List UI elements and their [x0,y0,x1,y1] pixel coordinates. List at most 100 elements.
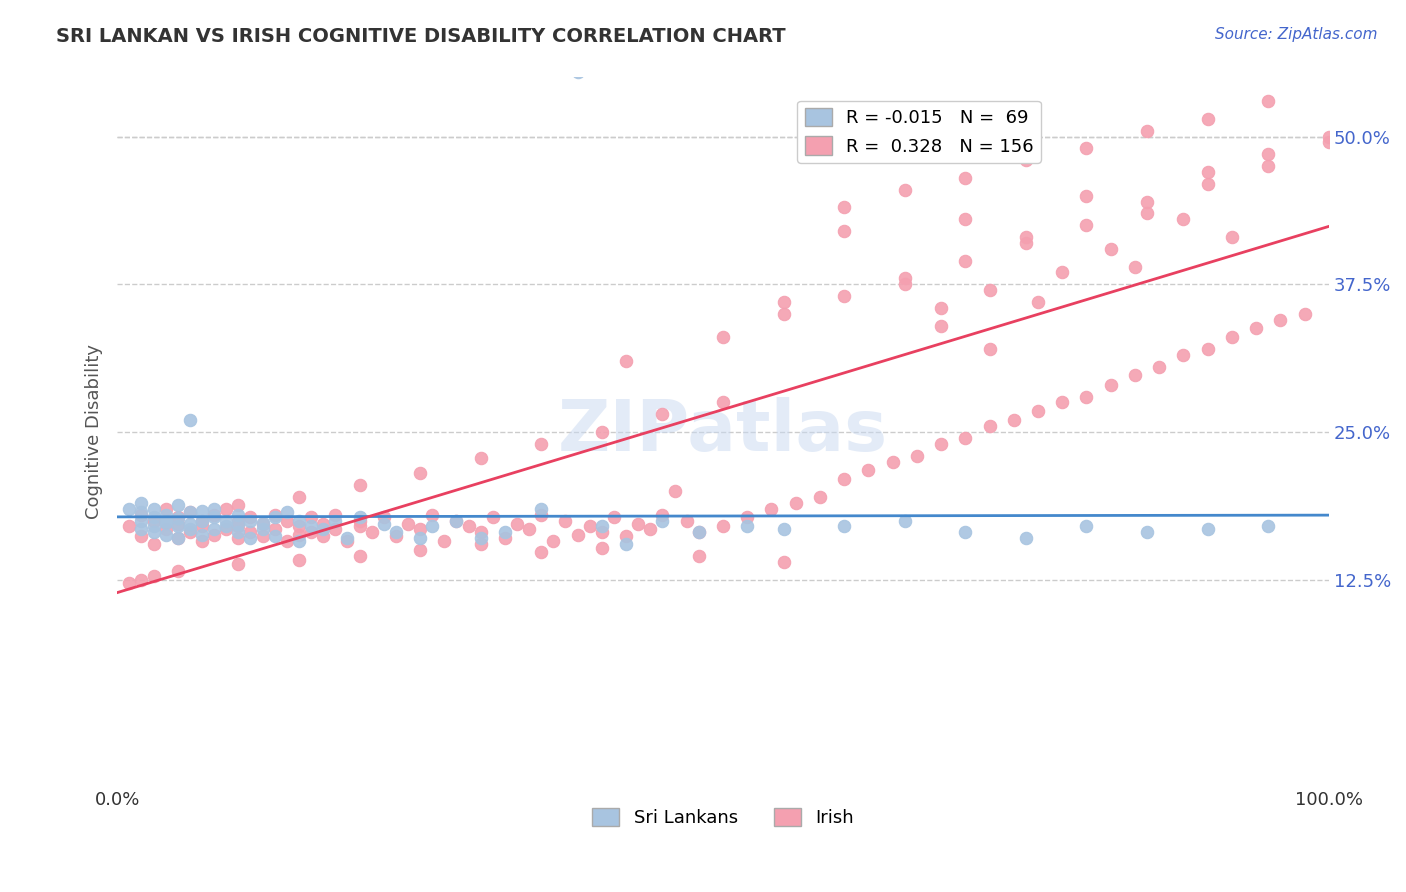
Point [373,517,395,532]
Point [179,522,201,536]
Point [228,498,250,512]
Point [155,514,177,528]
Point [929,437,952,451]
Point [1197,165,1219,179]
Point [446,514,468,528]
Point [1317,136,1340,150]
Point [118,501,141,516]
Point [979,419,1001,434]
Point [288,552,311,566]
Point [664,484,686,499]
Point [688,525,710,540]
Point [179,505,201,519]
Point [215,522,238,536]
Point [191,519,214,533]
Point [772,522,794,536]
Point [239,514,262,528]
Text: SRI LANKAN VS IRISH COGNITIVE DISABILITY CORRELATION CHART: SRI LANKAN VS IRISH COGNITIVE DISABILITY… [56,27,786,45]
Point [1220,230,1243,244]
Point [640,522,662,536]
Point [929,318,952,333]
Point [470,531,492,545]
Point [832,201,855,215]
Point [808,490,831,504]
Point [1197,343,1219,357]
Point [651,514,673,528]
Point [905,449,928,463]
Point [893,277,915,292]
Point [433,533,456,548]
Point [336,533,359,548]
Point [1123,368,1146,383]
Point [1076,519,1098,533]
Point [202,528,225,542]
Point [979,343,1001,357]
Point [494,531,516,545]
Point [155,522,177,536]
Point [1136,206,1159,220]
Point [1197,112,1219,126]
Point [276,505,298,519]
Point [1015,235,1038,250]
Point [215,514,238,528]
Point [1257,519,1279,533]
Point [1015,230,1038,244]
Point [179,505,201,519]
Point [166,519,188,533]
Point [470,525,492,540]
Point [191,514,214,528]
Point [263,508,285,522]
Point [166,531,188,545]
Point [373,510,395,524]
Point [349,514,371,528]
Point [228,519,250,533]
Point [711,330,734,344]
Point [1099,242,1122,256]
Point [785,496,807,510]
Point [614,537,637,551]
Point [530,508,553,522]
Point [215,501,238,516]
Point [711,395,734,409]
Point [627,517,650,532]
Point [591,541,613,555]
Point [1270,312,1292,326]
Point [228,525,250,540]
Point [929,301,952,315]
Point [955,212,977,227]
Point [893,183,915,197]
Point [772,295,794,310]
Point [688,525,710,540]
Point [118,576,141,591]
Point [323,508,346,522]
Point [675,514,697,528]
Point [191,504,214,518]
Point [506,517,529,532]
Point [772,307,794,321]
Point [1257,94,1279,108]
Point [603,510,626,524]
Point [131,529,153,543]
Point [1257,147,1279,161]
Point [131,573,153,587]
Point [1050,395,1073,409]
Point [979,283,1001,297]
Point [591,425,613,439]
Point [179,413,201,427]
Point [276,514,298,528]
Point [288,519,311,533]
Point [142,514,165,528]
Point [1076,390,1098,404]
Text: Source: ZipAtlas.com: Source: ZipAtlas.com [1215,27,1378,42]
Point [420,519,443,533]
Point [446,514,468,528]
Point [955,431,977,445]
Point [252,516,274,530]
Point [228,508,250,522]
Point [420,508,443,522]
Point [349,519,371,533]
Point [470,537,492,551]
Point [1076,141,1098,155]
Point [360,525,382,540]
Point [166,510,188,524]
